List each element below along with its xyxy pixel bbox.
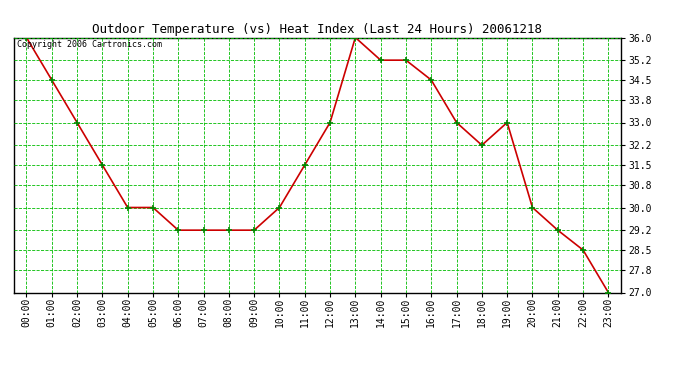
Text: Copyright 2006 Cartronics.com: Copyright 2006 Cartronics.com bbox=[17, 40, 162, 49]
Title: Outdoor Temperature (vs) Heat Index (Last 24 Hours) 20061218: Outdoor Temperature (vs) Heat Index (Las… bbox=[92, 23, 542, 36]
